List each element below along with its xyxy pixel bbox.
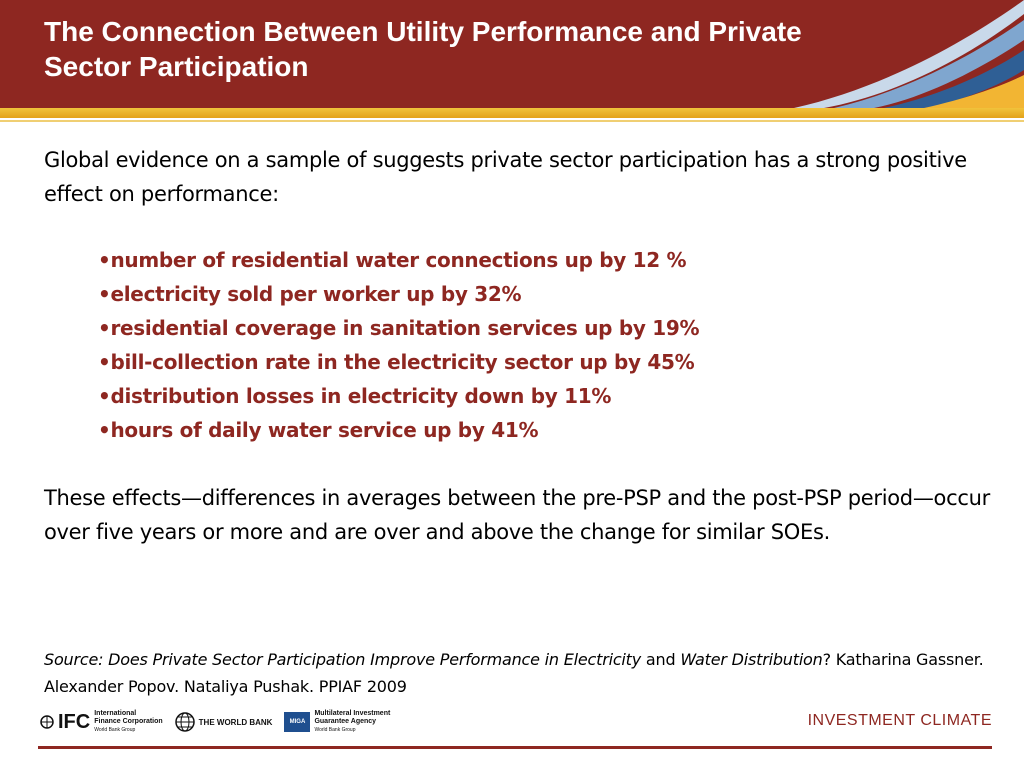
bullet-marker: •: [98, 418, 111, 442]
ifc-name-line: International: [94, 710, 137, 717]
slide-title: The Connection Between Utility Performan…: [44, 14, 924, 84]
decorative-swoosh: [794, 0, 1024, 108]
miga-name-line: Guarantee Agency: [314, 718, 377, 725]
list-item: •distribution losses in electricity down…: [98, 379, 994, 413]
list-item: •hours of daily water service up by 41%: [98, 413, 994, 447]
bullet-marker: •: [98, 350, 111, 374]
bullet-marker: •: [98, 248, 111, 272]
bullet-text: residential coverage in sanitation servi…: [110, 316, 700, 340]
miga-mark: MIGA: [289, 719, 306, 725]
bullet-marker: •: [98, 282, 111, 306]
source-authors: ? Katharina Gassner. Alexander Popov. Na…: [44, 650, 984, 696]
slide-title-line-2: Sector Participation: [44, 51, 309, 82]
intro-paragraph: Global evidence on a sample of suggests …: [44, 148, 967, 206]
gold-band: [0, 108, 1024, 118]
footer-rule: [38, 746, 992, 749]
source-connector: and: [641, 650, 681, 669]
bullet-marker: •: [98, 316, 111, 340]
miga-name-line: World Bank Group: [314, 727, 356, 733]
partner-logos: IFC International Finance Corporation Wo…: [40, 707, 390, 737]
findings-list: •number of residential water connections…: [98, 243, 994, 447]
bullet-text: distribution losses in electricity down …: [110, 384, 612, 408]
globe-icon: [40, 715, 54, 729]
world-bank-logo: THE WORLD BANK: [174, 712, 273, 732]
effects-paragraph: These effects—differences in averages be…: [44, 486, 990, 544]
ifc-name-line: Finance Corporation: [94, 718, 163, 725]
ifc-mark: IFC: [58, 710, 91, 733]
list-item: •number of residential water connections…: [98, 243, 994, 277]
source-citation: Source: Does Private Sector Participatio…: [44, 646, 984, 700]
world-bank-name: THE WORLD BANK: [198, 717, 273, 727]
slide-body: Global evidence on a sample of suggests …: [44, 143, 994, 549]
list-item: •residential coverage in sanitation serv…: [98, 311, 994, 345]
title-bar: The Connection Between Utility Performan…: [0, 0, 1024, 108]
miga-name-line: Multilateral Investment: [314, 710, 391, 717]
bullet-marker: •: [98, 384, 111, 408]
ifc-name: International Finance Corporation World …: [94, 710, 162, 734]
miga-badge: MIGA: [284, 712, 311, 732]
gold-rule: [0, 120, 1024, 122]
source-title-part: Source: Does Private Sector Participatio…: [44, 650, 642, 669]
globe-icon: [174, 712, 195, 732]
miga-name: Multilateral Investment Guarantee Agency…: [314, 710, 390, 734]
list-item: •bill-collection rate in the electricity…: [98, 345, 994, 379]
ifc-name-line: World Bank Group: [94, 727, 136, 733]
ifc-logo: IFC International Finance Corporation Wo…: [40, 710, 163, 734]
bullet-text: electricity sold per worker up by 32%: [110, 282, 522, 306]
miga-logo: MIGA Multilateral Investment Guarantee A…: [284, 710, 390, 734]
bullet-text: bill-collection rate in the electricity …: [110, 350, 695, 374]
slide-title-line-1: The Connection Between Utility Performan…: [44, 16, 802, 47]
investment-climate-label: INVESTMENT CLIMATE: [807, 712, 992, 729]
source-title-part-2: Water Distribution: [680, 650, 823, 669]
bullet-text: number of residential water connections …: [110, 248, 687, 272]
bullet-text: hours of daily water service up by 41%: [110, 418, 539, 442]
list-item: •electricity sold per worker up by 32%: [98, 277, 994, 311]
